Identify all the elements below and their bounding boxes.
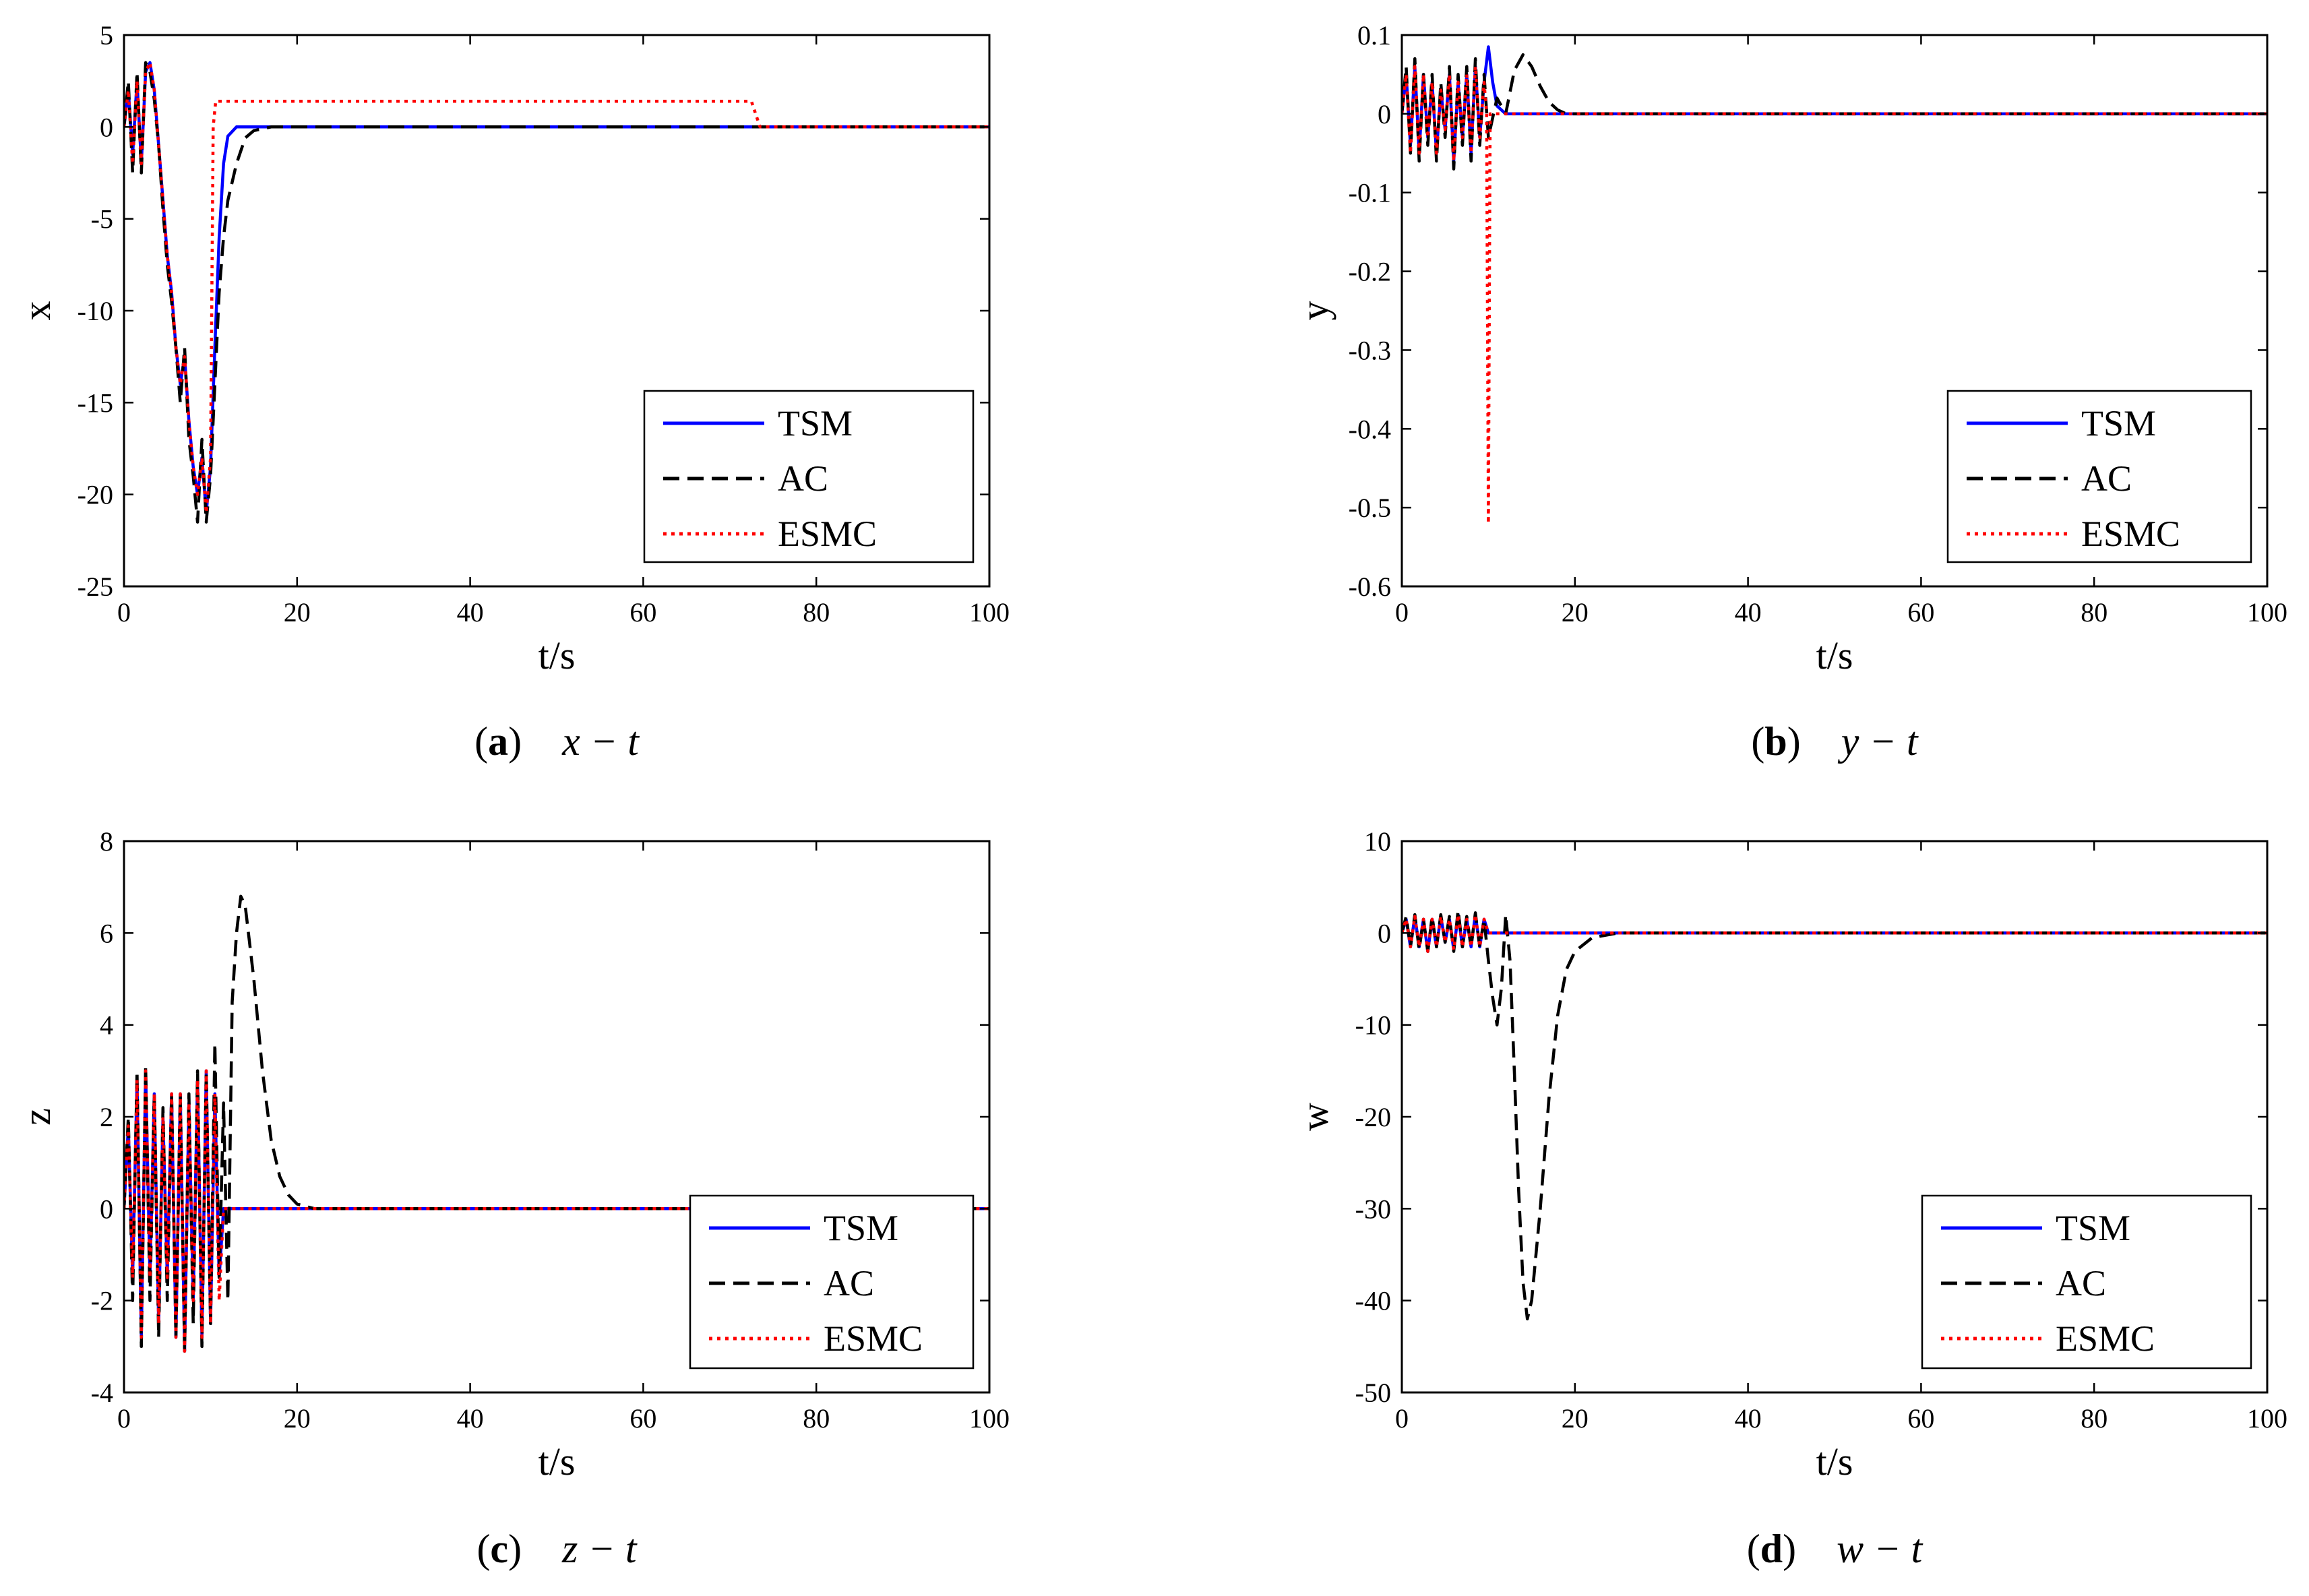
x-tick-label: 0 — [1395, 1403, 1409, 1434]
y-tick-label: -40 — [1355, 1286, 1391, 1316]
x-tick-label: 20 — [284, 597, 311, 627]
x-tick-label: 40 — [1735, 597, 1762, 627]
legend-label-esmc: ESMC — [824, 1318, 923, 1359]
series-line-esmc — [1402, 65, 2267, 525]
y-tick-label: 0.1 — [1357, 20, 1391, 51]
legend-label-ac: AC — [2056, 1263, 2106, 1303]
x-tick-label: 40 — [457, 597, 484, 627]
y-tick-label: 4 — [100, 1010, 113, 1041]
y-tick-label: -10 — [78, 296, 113, 326]
y-tick-label: 0 — [100, 1194, 113, 1224]
x-tick-label: 0 — [117, 1403, 131, 1434]
y-tick-label: -0.6 — [1349, 572, 1391, 602]
x-tick-label: 20 — [1562, 597, 1589, 627]
legend: TSM AC ESMC — [1946, 390, 2252, 563]
x-tick-label: 60 — [629, 597, 656, 627]
legend-box — [643, 390, 975, 563]
legend-label-ac: AC — [824, 1263, 874, 1303]
y-axis-label: z — [15, 1108, 59, 1126]
y-tick-label: -0.3 — [1349, 335, 1391, 365]
series-line-ac — [124, 61, 989, 524]
panel-caption: (d) w − t — [1747, 1527, 1923, 1571]
x-tick-label: 60 — [629, 1403, 656, 1434]
x-tick-label: 0 — [117, 597, 131, 627]
x-axis-label: t/s — [538, 1440, 576, 1483]
panel-caption: (a) x − t — [474, 719, 640, 764]
x-axis-label: t/s — [1816, 634, 1853, 677]
chart-panel-a: 0 20 40 60 80 100 5 0 -5 -10 -15 -20 -25 t/s x TSM AC ESM… — [15, 20, 1010, 764]
legend: TSM AC ESMC — [1921, 1194, 2252, 1370]
legend-label-esmc: ESMC — [2081, 514, 2180, 554]
x-tick-label: 80 — [2081, 597, 2107, 627]
legend-label-tsm: TSM — [824, 1208, 898, 1248]
y-tick-label: 0 — [1378, 918, 1391, 948]
x-tick-label: 60 — [1907, 597, 1934, 627]
x-tick-label: 80 — [803, 597, 830, 627]
y-tick-label: -30 — [1355, 1194, 1391, 1224]
x-tick-label: 20 — [284, 1403, 311, 1434]
y-tick-label: 2 — [100, 1102, 113, 1132]
chart-panel-b: 0 20 40 60 80 100 0.1 0 -0.1 -0.2 -0.3 -0.4 -0.5 -0.6… — [1293, 20, 2287, 764]
legend-label-esmc: ESMC — [2056, 1318, 2155, 1359]
series-line-esmc — [1402, 913, 2267, 953]
legend-label-tsm: TSM — [2056, 1208, 2130, 1248]
x-tick-label: 100 — [969, 597, 1010, 627]
x-tick-label: 80 — [2081, 1403, 2107, 1434]
x-tick-label: 100 — [2247, 1403, 2287, 1434]
legend-box — [1946, 390, 2252, 563]
y-tick-label: -25 — [78, 572, 113, 602]
y-tick-label: 8 — [100, 826, 113, 857]
chart-panel-d: 0 20 40 60 80 100100-10-20-30-40-50t/swTSMACE… — [1293, 826, 2287, 1571]
y-tick-label: 5 — [100, 20, 113, 51]
x-tick-label: 40 — [457, 1403, 484, 1434]
legend: TSM AC ESMC — [643, 390, 975, 563]
y-tick-label: 0 — [1378, 99, 1391, 129]
x-tick-label: 100 — [2247, 597, 2287, 627]
legend-label-esmc: ESMC — [778, 514, 877, 554]
x-tick-label: 20 — [1562, 1403, 1589, 1434]
y-tick-label: -20 — [78, 480, 113, 510]
panel-caption: (c) z − t — [476, 1527, 637, 1571]
y-tick-label: 10 — [1364, 826, 1391, 857]
y-axis-label: w — [1293, 1103, 1336, 1131]
plot-frame — [1400, 34, 2269, 588]
y-tick-label: -0.2 — [1349, 257, 1391, 287]
y-tick-label: -2 — [91, 1286, 113, 1316]
y-tick-label: -0.5 — [1349, 493, 1391, 523]
series-line-ac — [1402, 53, 2267, 171]
legend: TSM AC ESMC — [689, 1194, 975, 1370]
panel-caption: (b) y − t — [1751, 719, 1918, 764]
x-tick-label: 0 — [1395, 597, 1409, 627]
y-tick-label: -10 — [1355, 1010, 1391, 1041]
y-axis-label: y — [1293, 301, 1336, 321]
y-axis-label: x — [15, 301, 59, 321]
y-tick-label: -5 — [91, 204, 113, 235]
x-axis-label: t/s — [1816, 1440, 1853, 1483]
legend-label-ac: AC — [778, 458, 828, 499]
x-tick-label: 80 — [803, 1403, 830, 1434]
y-tick-label: -4 — [91, 1378, 113, 1408]
y-tick-label: -15 — [78, 388, 113, 418]
y-tick-label: -0.1 — [1349, 178, 1391, 208]
y-tick-label: -20 — [1355, 1102, 1391, 1132]
legend-label-ac: AC — [2081, 458, 2132, 499]
series-line-ac — [124, 894, 989, 1353]
x-tick-label: 100 — [969, 1403, 1010, 1434]
x-tick-label: 60 — [1907, 1403, 1934, 1434]
series-line-esmc — [124, 1069, 989, 1353]
y-tick-label: -0.4 — [1349, 414, 1391, 444]
y-tick-label: -50 — [1355, 1378, 1391, 1408]
y-tick-label: 6 — [100, 918, 113, 948]
legend-label-tsm: TSM — [778, 403, 853, 443]
series-line-ac — [1402, 909, 2267, 1321]
x-tick-label: 40 — [1735, 1403, 1762, 1434]
x-axis-label: t/s — [538, 634, 576, 677]
y-tick-label: 0 — [100, 112, 113, 142]
legend-label-tsm: TSM — [2081, 403, 2156, 443]
